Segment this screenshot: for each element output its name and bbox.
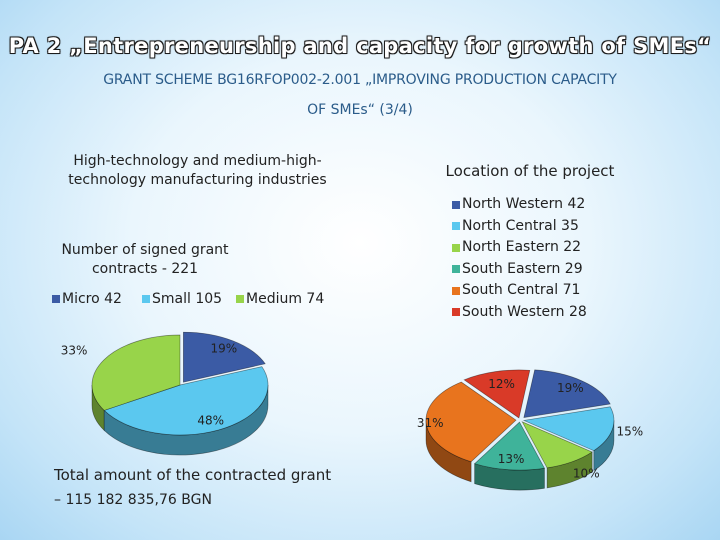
- legend-swatch: [452, 308, 460, 317]
- page-title: PA 2 „Entrepreneurship and capacity for …: [8, 34, 712, 58]
- pie-right-slice-2: [521, 421, 593, 469]
- left-heading: High-technology and medium-high-technolo…: [68, 153, 327, 188]
- pie-right-slice-label-1: 15%: [616, 425, 643, 439]
- pie-right-slice-label-0: 19%: [557, 381, 584, 395]
- pie-right-slice-5: [463, 369, 531, 419]
- legend-label: North Eastern 22: [462, 239, 582, 255]
- total-amount-label: Total amount of the contracted grant: [54, 466, 332, 484]
- legend-swatch: [452, 222, 460, 231]
- legend-label: Medium 74: [246, 291, 325, 307]
- pie-right-slice-4: [425, 381, 517, 463]
- legend-swatch: [52, 295, 60, 303]
- legend-swatch: [452, 286, 460, 295]
- legend-label: South Eastern 29: [462, 260, 583, 277]
- pie-left-slice-2: [91, 334, 181, 411]
- pie-left-slice-1: [103, 366, 269, 436]
- pie-right-slice-label-3: 13%: [498, 452, 525, 466]
- legend-label: South Western 28: [462, 303, 587, 320]
- pie-right-slice-1: [522, 406, 615, 452]
- legend-item-south-western: South Western 28: [452, 302, 587, 324]
- pie-right-slice-label-2: 10%: [573, 466, 600, 480]
- pie-right-slice-label-5: 12%: [488, 377, 515, 391]
- legend-item-north-central: North Central 35: [452, 216, 587, 238]
- legend-label: Small 105: [152, 291, 223, 307]
- legend-item-medium: Medium 74: [236, 291, 324, 307]
- pie-right-slice-3: [473, 421, 545, 471]
- pie-left-slice-label-2: 33%: [61, 344, 88, 358]
- contracts-count-text: Number of signed grant contracts - 221: [61, 242, 229, 277]
- pie-right-slice-label-4: 31%: [417, 416, 444, 430]
- legend-swatch: [452, 200, 460, 209]
- right-chart-legend: North Western 42 North Central 35 North …: [452, 194, 587, 323]
- legend-swatch: [452, 265, 460, 274]
- legend-swatch: [452, 243, 460, 252]
- pie-left-slice-0: [183, 331, 266, 383]
- total-amount-value: – 115 182 835,76 BGN: [54, 492, 212, 508]
- legend-label: Micro 42: [62, 291, 122, 307]
- subtitle-line-1: GRANT SCHEME BG16RFOP002-2.001 „IMPROVIN…: [103, 72, 617, 88]
- legend-label: North Western 42: [462, 196, 586, 212]
- legend-item-micro: Micro 42: [52, 291, 122, 307]
- legend-item-small: Small 105: [142, 291, 222, 307]
- subtitle-line-2: OF SMEs“ (3/4): [307, 102, 413, 118]
- pie-left-slice-label-1: 48%: [197, 414, 224, 428]
- pie-left-slice-label-0: 19%: [211, 341, 238, 355]
- right-chart-title: Location of the project: [445, 162, 615, 180]
- legend-item-north-western: North Western 42: [452, 194, 587, 216]
- legend-item-north-eastern: North Eastern 22: [452, 237, 587, 259]
- pie-right-slice-0: [523, 369, 611, 418]
- legend-swatch: [236, 295, 244, 303]
- legend-item-south-central: South Central 71: [452, 280, 587, 302]
- legend-item-south-eastern: South Eastern 29: [452, 259, 587, 281]
- legend-label: South Central 71: [462, 282, 581, 298]
- legend-label: North Central 35: [462, 217, 579, 234]
- legend-swatch: [142, 295, 150, 303]
